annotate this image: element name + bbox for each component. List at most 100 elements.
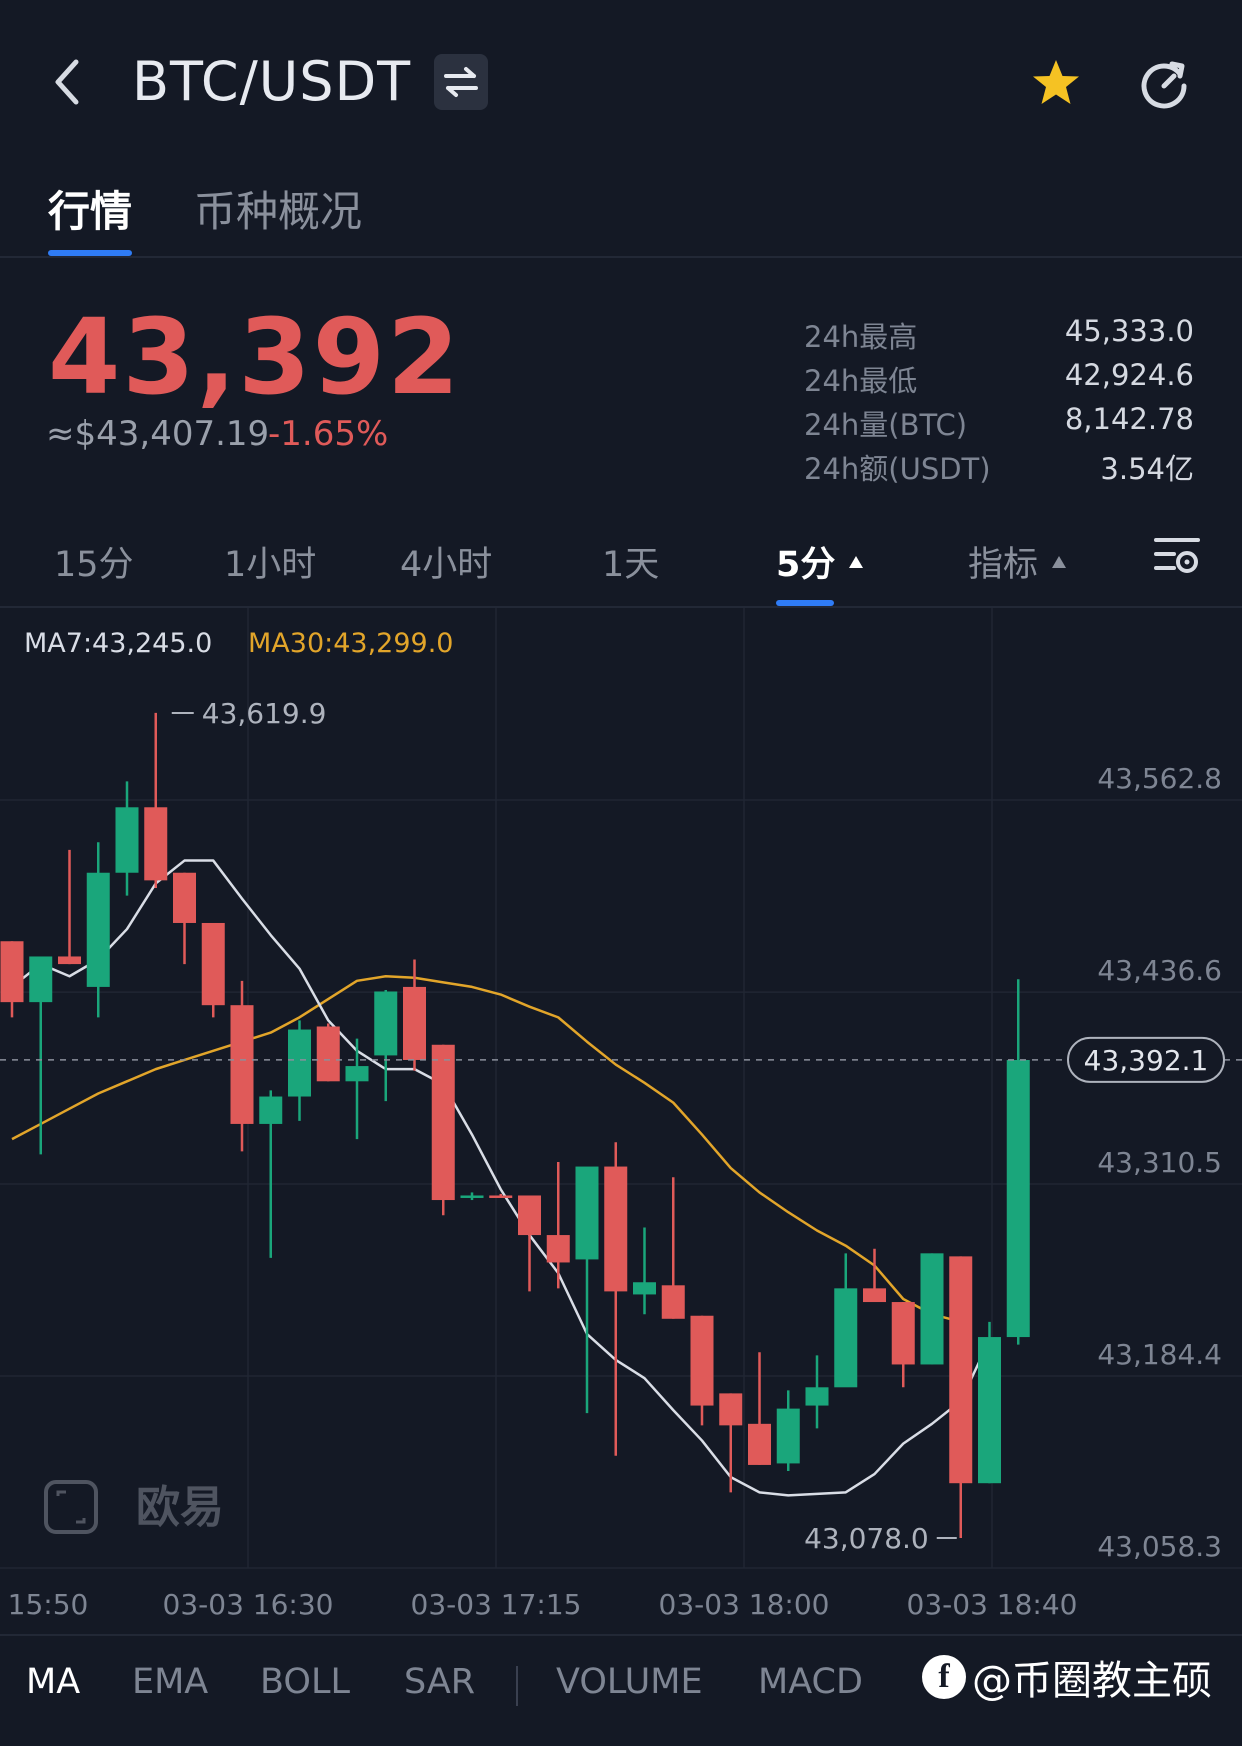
interval-1d[interactable]: 1天 <box>602 545 660 585</box>
swap-arrows-icon <box>444 67 478 97</box>
candle-body <box>58 956 81 965</box>
candle-body <box>776 1408 800 1464</box>
candle-body <box>115 807 139 873</box>
interval-5m-dropdown[interactable]: 5分 <box>776 536 864 587</box>
interval-4h[interactable]: 4小时 <box>400 545 493 585</box>
candle-down <box>719 1393 743 1493</box>
indicator-volume[interactable]: VOLUME <box>556 1662 703 1702</box>
candle-body <box>0 941 24 1003</box>
watermark: f @币圈教主硕 <box>922 1648 1212 1706</box>
star-icon <box>1033 60 1079 104</box>
candle-body <box>144 807 168 881</box>
candle-down <box>748 1352 771 1465</box>
pair-title[interactable]: BTC/USDT <box>132 50 412 113</box>
candle-body <box>230 1005 254 1124</box>
candle-body <box>978 1337 1001 1484</box>
chart-settings-icon <box>1154 538 1200 573</box>
ma7-line <box>11 859 991 1497</box>
candle-down <box>604 1142 628 1456</box>
favorite-button[interactable] <box>1028 56 1084 112</box>
stat-label-high: 24h最高 <box>804 320 918 354</box>
candle-down <box>489 1193 513 1198</box>
candle-up <box>86 842 110 1018</box>
y-tick-label: 43,058.3 <box>1097 1530 1222 1563</box>
candle-up <box>259 1090 283 1258</box>
tab-market[interactable]: 行情 <box>48 187 133 236</box>
indicator-sar[interactable]: SAR <box>404 1662 476 1702</box>
stat-value-volume: 8,142.78 <box>1064 402 1194 436</box>
back-button[interactable] <box>48 52 88 112</box>
candle-up <box>920 1253 944 1365</box>
exchange-logo: 欧易 <box>44 1480 224 1534</box>
candle-body <box>748 1423 771 1465</box>
candle-down <box>546 1161 570 1289</box>
candle-down <box>690 1315 714 1426</box>
candle-body <box>920 1253 944 1365</box>
candle-up <box>633 1227 656 1315</box>
refresh-button[interactable] <box>1136 56 1192 112</box>
candle-down <box>863 1248 886 1303</box>
candle-down <box>58 849 81 965</box>
candle-down <box>661 1177 685 1319</box>
candle-up <box>345 1038 369 1140</box>
exchange-logo-text: 欧易 <box>136 1482 224 1533</box>
swap-pair-button[interactable] <box>434 54 488 110</box>
indicator-dropdown[interactable]: 指标 <box>968 536 1067 587</box>
divider <box>0 256 1242 258</box>
candle-down <box>431 1044 455 1216</box>
ma7-line-layer <box>11 859 991 1497</box>
ma30-legend: MA30:43,299.0 <box>248 628 453 659</box>
candle-body <box>719 1393 743 1426</box>
stat-value-turnover: 3.54亿 <box>1100 452 1194 486</box>
candle-down <box>316 1023 340 1082</box>
candle-body <box>949 1256 973 1484</box>
stat-value-high: 45,333.0 <box>1064 314 1194 348</box>
interval-15m[interactable]: 15分 <box>54 545 134 585</box>
candle-down <box>403 959 426 1071</box>
low-marker-label: 43,078.0 <box>804 1522 929 1555</box>
candle-body <box>604 1166 628 1292</box>
candlestick-chart[interactable]: 43,392.1 43,562.8 43,436.6 43,310.5 43,184.… <box>0 608 1242 1634</box>
x-tick-label: 03-03 17:15 <box>411 1588 582 1621</box>
indicator-macd[interactable]: MACD <box>758 1662 863 1702</box>
candle-body <box>201 922 225 1006</box>
candle-body <box>575 1166 599 1260</box>
candle-down <box>0 941 24 1018</box>
x-tick-label: 03-03 18:00 <box>659 1588 830 1621</box>
candle-body <box>661 1285 685 1319</box>
refresh-icon <box>1141 61 1187 109</box>
ma30-line <box>11 975 962 1324</box>
indicator-boll[interactable]: BOLL <box>260 1662 350 1702</box>
x-tick-label: 03-03 16:30 <box>163 1588 334 1621</box>
watermark-text: @币圈教主硕 <box>972 1658 1212 1704</box>
logo-corner-icon <box>56 1490 86 1524</box>
indicator-ema[interactable]: EMA <box>132 1662 209 1702</box>
candle-up <box>115 781 139 896</box>
ma30-line-layer <box>11 975 962 1324</box>
x-tick-label: 15:50 <box>8 1588 89 1621</box>
active-tab-indicator <box>48 250 132 256</box>
tab-coin-overview[interactable]: 币种概况 <box>194 187 363 236</box>
logo-frame-icon <box>44 1480 98 1534</box>
candle-body <box>316 1026 340 1082</box>
chart-settings-button[interactable] <box>1154 532 1200 578</box>
candle-body <box>489 1195 513 1198</box>
stat-label-turnover: 24h额(USDT) <box>804 452 991 486</box>
y-axis-labels: 43,562.8 43,436.6 43,310.5 43,184.4 43,058.3 <box>1097 762 1222 1563</box>
divider <box>0 606 1242 608</box>
active-interval-indicator <box>776 600 834 606</box>
candle-down <box>230 980 254 1152</box>
candle-up <box>29 956 53 1155</box>
interval-1h[interactable]: 1小时 <box>224 545 317 585</box>
chevron-left-icon <box>55 59 79 105</box>
candle-body <box>403 986 426 1060</box>
dropdown-triangle-icon <box>1052 556 1067 568</box>
indicator-ma[interactable]: MA <box>26 1662 81 1702</box>
candle-body <box>86 872 110 987</box>
candle-up <box>978 1321 1001 1484</box>
candle-up <box>374 989 398 1102</box>
candle-down <box>173 872 196 965</box>
y-tick-label: 43,562.8 <box>1097 762 1222 795</box>
candle-down <box>201 922 225 1018</box>
dropdown-triangle-icon <box>849 556 864 568</box>
